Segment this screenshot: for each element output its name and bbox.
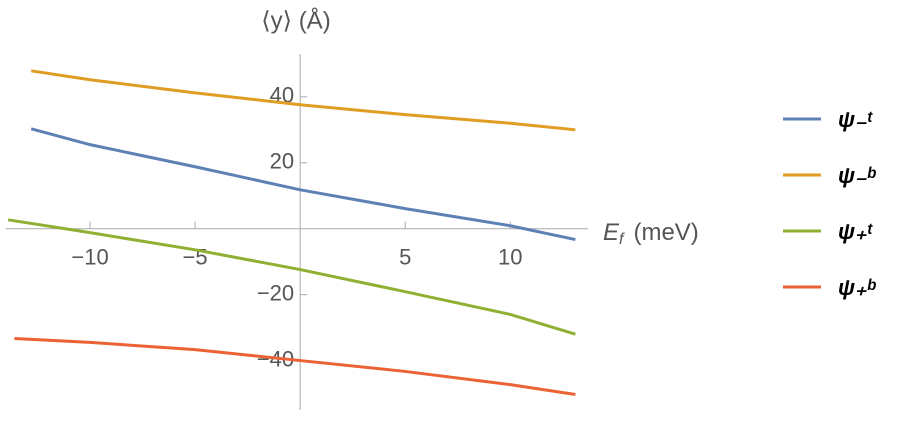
legend-label: ψ₊ᵗ: [838, 219, 874, 244]
y-tick-label: −20: [257, 280, 294, 305]
legend-label: ψ₋ᵗ: [838, 107, 874, 132]
line: [30, 127, 576, 242]
x-axis-title: Ef (meV): [603, 219, 699, 248]
legend-label: ψ₋ᵇ: [838, 163, 877, 188]
x-tick-label: 5: [399, 245, 411, 270]
x-symbol: E: [603, 219, 620, 246]
x-subscript: f: [619, 231, 625, 248]
line: [7, 218, 576, 336]
legend-label: ψ₊ᵇ: [838, 275, 877, 300]
y-axis-title: ⟨y⟩ (Å): [261, 6, 330, 34]
x-tick-label: 10: [498, 245, 522, 270]
y-tick-label: 20: [270, 149, 294, 174]
line: [30, 69, 576, 132]
x-unit: (meV): [633, 219, 698, 246]
x-tick-label: −10: [71, 245, 108, 270]
line: [14, 336, 576, 396]
